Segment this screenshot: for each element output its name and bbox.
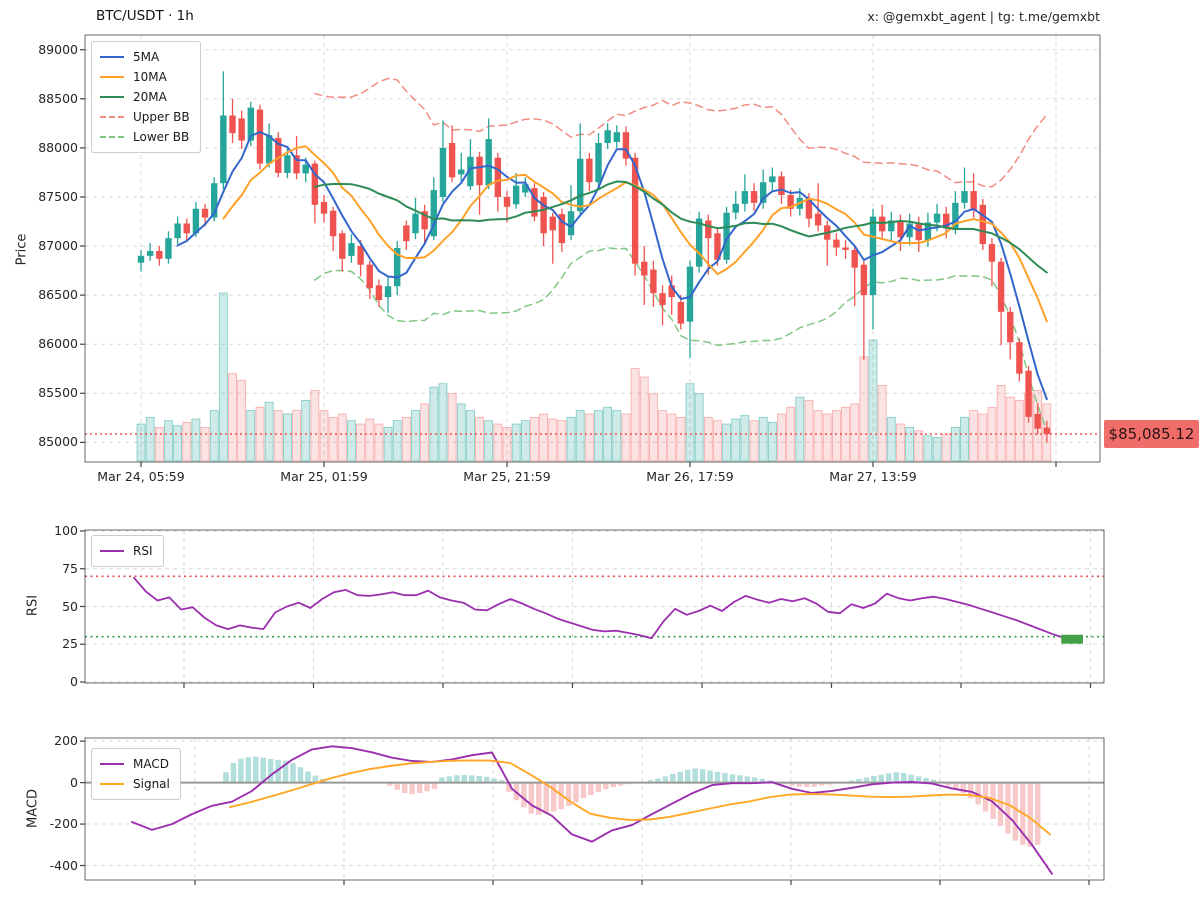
price-y-tick-label: 85500 [38,385,78,401]
legend-item: Signal [100,774,170,794]
macd-y-tick-label: 200 [54,733,78,749]
legend-label: Upper BB [133,110,190,124]
price-x-tick-label: Mar 25, 21:59 [463,469,551,484]
price-x-tick-label: Mar 26, 17:59 [646,469,734,484]
macd-legend: MACD Signal [91,748,181,800]
price-y-tick-label: 85000 [38,434,78,450]
legend-swatch-icon [100,763,124,765]
legend-item: 20MA [100,87,190,107]
last-price-badge: $85,085.12 [1104,420,1199,448]
legend-swatch-icon [100,783,124,785]
rsi-oversold-marker [1061,634,1083,644]
legend-label: RSI [133,544,153,558]
rsi-y-tick-label: 0 [70,674,78,689]
price-x-tick-label: Mar 24, 05:59 [97,469,185,484]
price-y-tick-label: 88500 [38,90,78,106]
rsi-y-tick-label: 50 [62,598,78,614]
signal-line [229,759,1051,836]
legend-item: RSI [100,541,153,561]
candlesticks [137,71,1051,443]
rsi-y-tick-label: 75 [62,560,78,576]
legend-swatch-icon [100,96,124,98]
legend-item: 10MA [100,67,190,87]
volume-bars [136,292,1052,462]
legend-swatch-icon [100,550,124,552]
macd-line [131,745,1053,875]
rsi-y-tick-label: 100 [54,523,78,538]
macd-y-tick-label: -400 [49,857,78,873]
price-y-tick-label: 86000 [38,336,78,352]
legend-swatch-icon [100,136,124,138]
5ma-line [176,131,1048,401]
rsi-panel [80,529,1105,688]
legend-item: Upper BB [100,107,190,127]
legend-label: Signal [133,777,170,791]
legend-label: Lower BB [133,130,190,144]
price-x-tick-label: Mar 25, 01:59 [280,469,368,484]
rsi-legend: RSI [91,535,164,567]
legend-item: Lower BB [100,127,190,147]
price-panel [80,34,1101,467]
20ma-line [313,180,1048,274]
macd-y-tick-label: -200 [49,816,78,832]
legend-label: 20MA [133,90,167,104]
legend-item: MACD [100,754,170,774]
macd-panel [80,737,1105,885]
price-y-tick-label: 89000 [38,41,78,57]
price-y-tick-label: 87000 [38,238,78,254]
legend-item: 5MA [100,47,190,67]
chart-title: BTC/USDT · 1h [96,8,194,24]
price-legend: 5MA 10MA 20MA Upper BB Lower BB [91,41,201,153]
rsi-y-tick-label: 25 [62,636,78,652]
watermark-text: x: @gemxbt_agent | tg: t.me/gemxbt [867,9,1100,24]
legend-swatch-icon [100,116,124,118]
price-x-tick-label: Mar 27, 13:59 [829,469,917,484]
price-y-tick-label: 88000 [38,139,78,155]
price-y-tick-label: 86500 [38,287,78,303]
macd-histogram [223,756,1041,847]
bollinger-bands [314,77,1048,432]
price-y-tick-label: 87500 [38,188,78,204]
legend-label: 5MA [133,50,160,64]
legend-swatch-icon [100,56,124,58]
legend-label: MACD [133,757,169,771]
legend-label: 10MA [133,70,167,84]
legend-swatch-icon [100,76,124,78]
macd-y-tick-label: 0 [70,774,78,790]
